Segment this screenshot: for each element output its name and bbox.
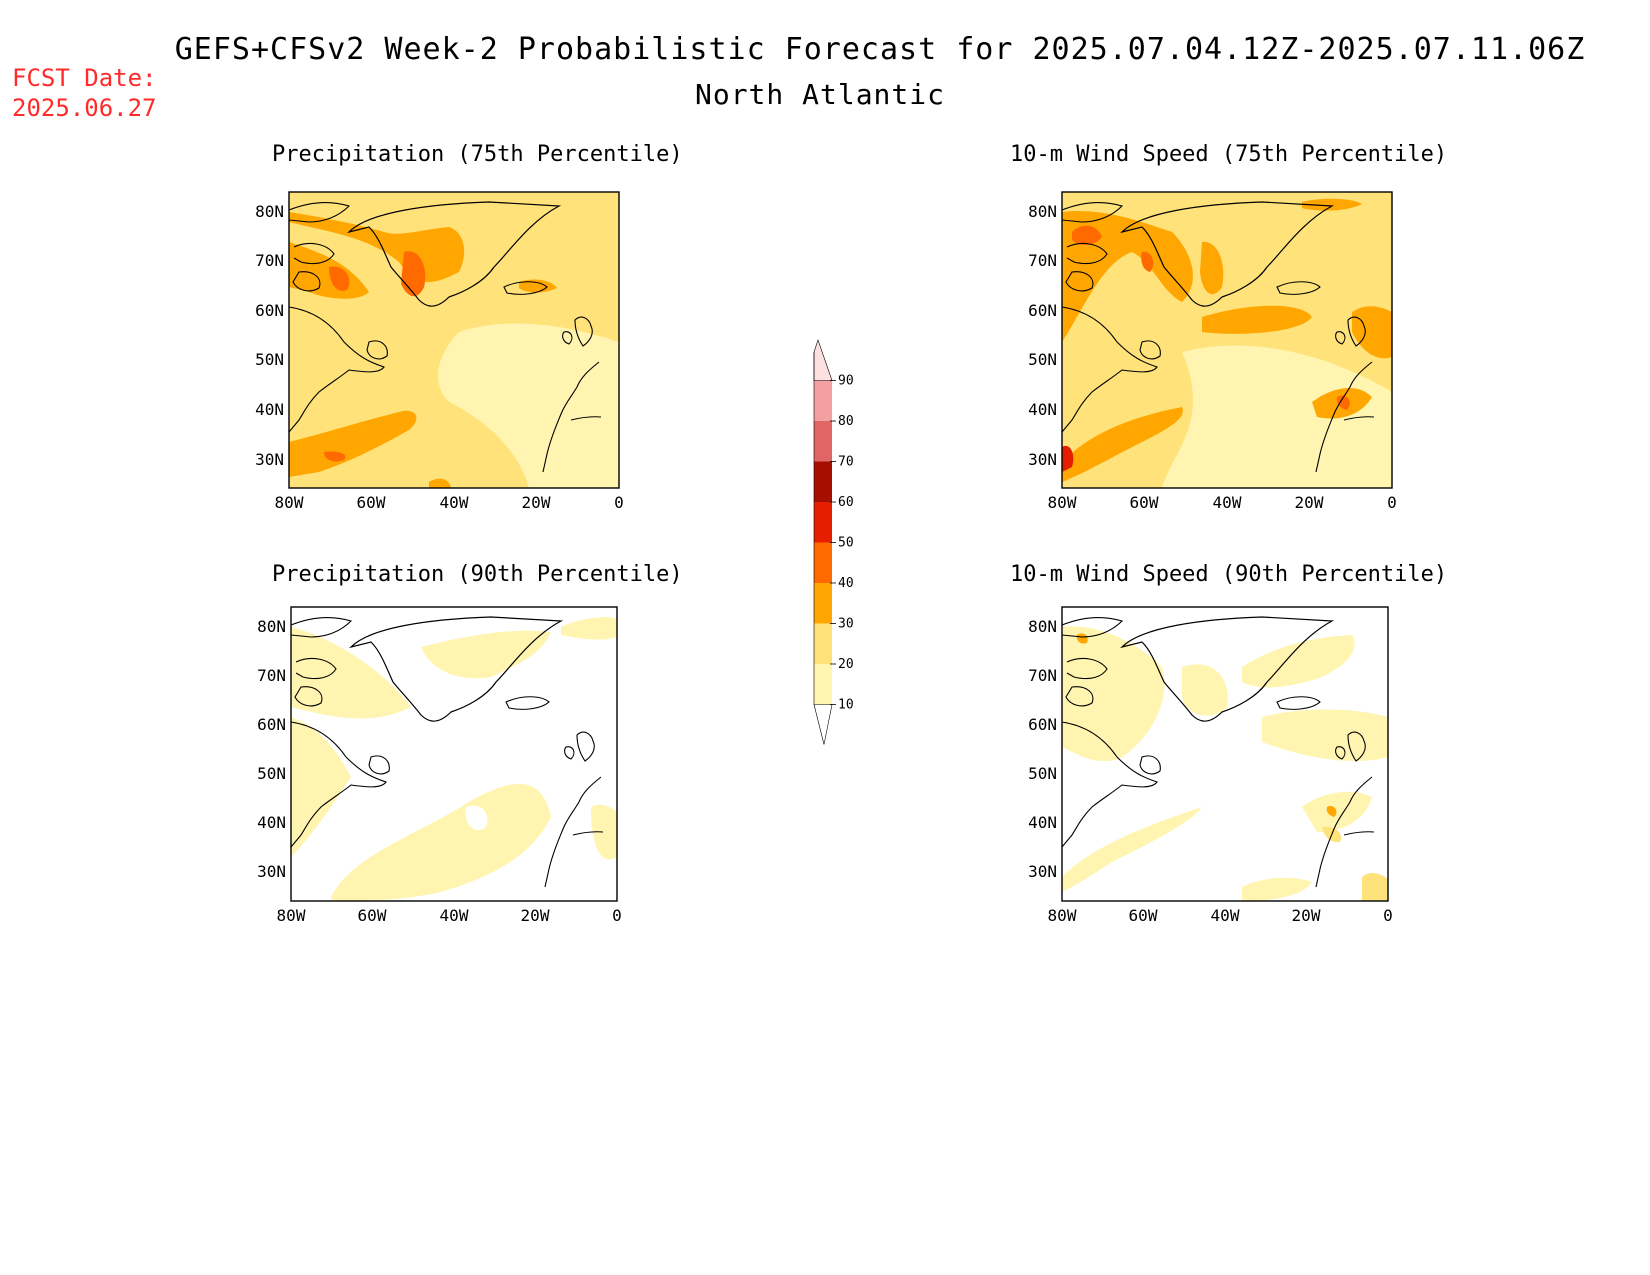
lon-tick: 60W	[357, 493, 386, 512]
map-wind-75: 80N 70N 60N 50N 40N 30N 80W 60W 40W 20W …	[1028, 191, 1397, 512]
lat-tick: 60N	[1028, 301, 1057, 320]
colorbar-swatch	[814, 461, 832, 502]
lon-tick: 20W	[1292, 906, 1321, 925]
lat-tick: 60N	[255, 301, 284, 320]
lat-tick: 30N	[1028, 450, 1057, 469]
colorbar-swatch	[814, 502, 832, 543]
lat-axis: 80N 70N 60N 50N 40N 30N	[1028, 617, 1057, 881]
panel-title-wind-75: 10-m Wind Speed (75th Percentile)	[1010, 142, 1448, 167]
lat-tick: 30N	[255, 450, 284, 469]
lon-tick: 80W	[1048, 906, 1077, 925]
lon-tick: 60W	[1129, 906, 1158, 925]
lon-tick: 0	[1387, 493, 1397, 512]
lat-tick: 70N	[1028, 251, 1057, 270]
region-subtitle: North Atlantic	[694, 78, 945, 111]
colorbar-label: 70	[838, 455, 854, 470]
colorbar-swatch	[814, 542, 832, 583]
colorbar-label: 20	[838, 657, 854, 672]
lat-tick: 70N	[255, 251, 284, 270]
colorbar-swatch	[814, 380, 832, 421]
lon-axis: 80W 60W 40W 20W 0	[275, 493, 624, 512]
colorbar-swatch	[814, 421, 832, 462]
lat-tick: 30N	[1028, 862, 1057, 881]
lat-tick: 50N	[257, 764, 286, 783]
lon-tick: 20W	[1295, 493, 1324, 512]
colorbar-tail	[813, 704, 833, 745]
lat-tick: 80N	[257, 617, 286, 636]
lon-tick: 60W	[1130, 493, 1159, 512]
lon-tick: 40W	[440, 493, 469, 512]
lat-tick: 40N	[255, 400, 284, 419]
lat-tick: 60N	[257, 715, 286, 734]
colorbar-label: 80	[838, 414, 854, 429]
lon-tick: 60W	[358, 906, 387, 925]
lon-tick: 80W	[275, 493, 304, 512]
panel-title-precip-75: Precipitation (75th Percentile)	[272, 142, 683, 167]
lat-tick: 60N	[1028, 715, 1057, 734]
lat-tick: 40N	[1028, 813, 1057, 832]
lat-tick: 80N	[255, 202, 284, 221]
lon-axis: 80W 60W 40W 20W 0	[1048, 493, 1397, 512]
colorbar-label: 30	[838, 617, 854, 632]
colorbar-label: 90	[838, 374, 854, 389]
map-precip-90: 80N 70N 60N 50N 40N 30N 80W 60W 40W 20W …	[257, 606, 622, 925]
lat-tick: 70N	[257, 666, 286, 685]
lat-tick: 50N	[1028, 764, 1057, 783]
fcst-date-value: 2025.06.27	[12, 94, 157, 122]
lon-axis: 80W 60W 40W 20W 0	[277, 906, 622, 925]
lon-tick: 40W	[1213, 493, 1242, 512]
lon-tick: 80W	[277, 906, 306, 925]
panel-title-wind-90: 10-m Wind Speed (90th Percentile)	[1010, 562, 1448, 587]
lat-axis: 80N 70N 60N 50N 40N 30N	[255, 202, 284, 469]
map-precip-75: 80N 70N 60N 50N 40N 30N 80W 60W 40W 20W …	[255, 191, 624, 512]
lat-tick: 40N	[1028, 400, 1057, 419]
colorbar-swatch	[814, 623, 832, 664]
lat-tick: 50N	[255, 350, 284, 369]
lat-tick: 70N	[1028, 666, 1057, 685]
lon-tick: 0	[614, 493, 624, 512]
map-wind-90: 80N 70N 60N 50N 40N 30N 80W 60W 40W 20W …	[1028, 606, 1393, 925]
lat-tick: 50N	[1028, 350, 1057, 369]
colorbar-swatch	[814, 664, 832, 705]
lat-tick: 30N	[257, 862, 286, 881]
lon-tick: 20W	[522, 493, 551, 512]
colorbar-swatch	[813, 339, 833, 381]
colorbar-label: 40	[838, 576, 854, 591]
colorbar-label: 60	[838, 495, 854, 510]
lon-tick: 0	[1383, 906, 1393, 925]
lat-axis: 80N 70N 60N 50N 40N 30N	[257, 617, 286, 881]
colorbar-swatch	[814, 583, 832, 624]
lon-tick: 40W	[440, 906, 469, 925]
lon-axis: 80W 60W 40W 20W 0	[1048, 906, 1393, 925]
lat-tick: 80N	[1028, 617, 1057, 636]
lon-tick: 80W	[1048, 493, 1077, 512]
lon-tick: 20W	[521, 906, 550, 925]
colorbar: 10 20 30 40 50 60 70 80 90	[813, 339, 854, 745]
colorbar-label: 50	[838, 536, 854, 551]
lon-tick: 40W	[1211, 906, 1240, 925]
panel-title-precip-90: Precipitation (90th Percentile)	[272, 562, 683, 587]
lat-axis: 80N 70N 60N 50N 40N 30N	[1028, 202, 1057, 469]
main-title: GEFS+CFSv2 Week-2 Probabilistic Forecast…	[174, 32, 1586, 67]
lat-tick: 40N	[257, 813, 286, 832]
lon-tick: 0	[612, 906, 622, 925]
fcst-date-label: FCST Date:	[12, 64, 157, 92]
lat-tick: 80N	[1028, 202, 1057, 221]
colorbar-label: 10	[838, 698, 854, 713]
